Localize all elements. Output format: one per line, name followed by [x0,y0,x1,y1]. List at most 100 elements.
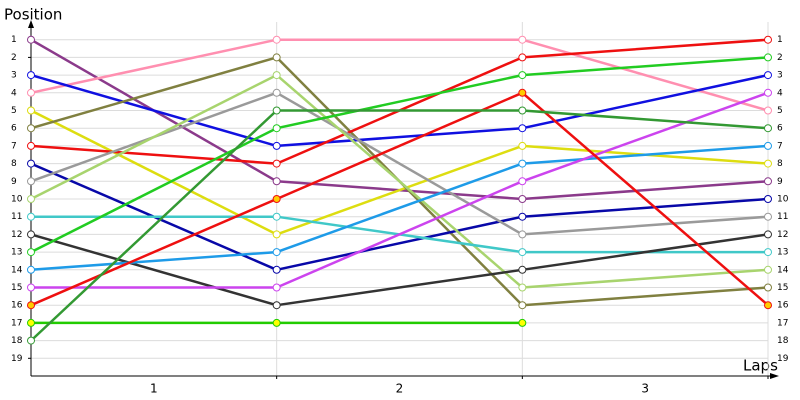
series-markers [27,35,772,345]
marker [272,53,281,62]
series-line [30,73,769,289]
marker [272,283,281,292]
marker [272,159,281,168]
marker [518,301,527,310]
marker [272,301,281,310]
y-tick-label-right: 14 [777,265,789,275]
series-line [30,233,769,307]
y-tick-label-right: 4 [777,88,783,98]
series-line [30,56,769,254]
marker [272,212,281,221]
y-tick-label-right: 17 [777,318,788,328]
y-tick-label: 15 [11,283,22,293]
y-tick-label-right: 16 [777,301,789,311]
y-tick-label: 5 [11,106,17,116]
marker [272,88,281,97]
series-line [30,91,769,307]
marker [27,124,35,133]
marker [27,212,35,221]
x-axis-label: Laps [743,357,778,375]
marker [27,265,35,274]
marker [764,71,772,80]
marker [518,141,527,150]
marker [764,141,772,150]
marker [518,283,527,292]
marker [518,88,527,97]
marker [27,195,35,203]
y-tick-label: 7 [11,141,17,151]
marker [764,106,772,115]
y-tick-label-right: 19 [777,354,789,364]
marker [272,106,281,115]
marker [764,265,772,274]
marker [518,159,527,168]
marker [518,71,527,80]
marker [272,141,281,150]
marker [27,71,35,80]
y-tick-label: 11 [11,212,22,222]
marker [272,177,281,186]
marker [518,248,527,257]
marker [764,301,772,310]
marker [27,283,35,292]
marker [272,35,281,44]
series-line [30,109,769,342]
marker [27,248,35,257]
y-axis-label: Position [4,6,62,24]
marker [27,230,35,239]
y-tick-label: 16 [11,301,23,311]
marker [764,212,772,221]
marker [764,159,772,168]
y-tick-label: 10 [11,195,23,205]
marker [518,35,527,44]
marker [27,318,35,327]
marker [518,265,527,274]
marker [27,159,35,168]
y-tick-label-right: 12 [777,230,788,240]
marker [764,195,772,203]
marker [518,177,527,186]
y-tick-label-right: 13 [777,248,788,258]
y-tick-label-right: 18 [777,336,789,346]
x-tick-label: 3 [641,382,649,396]
y-tick-label: 8 [11,159,17,169]
marker [764,35,772,44]
marker [27,141,35,150]
y-tick-label-right: 5 [777,106,783,116]
x-tick-label: 2 [396,382,404,396]
marker [518,212,527,221]
series-line [31,91,769,289]
y-tick-label: 4 [11,88,17,98]
marker [272,248,281,257]
y-tick-label: 13 [11,248,22,258]
marker [27,35,35,44]
y-tick-label-right: 10 [777,195,789,205]
marker [518,318,527,327]
y-tick-label-right: 8 [777,159,783,169]
marker [27,301,35,310]
y-tick-label: 12 [11,230,22,240]
y-tick-label: 3 [11,71,17,81]
marker [272,318,281,327]
marker [272,71,281,80]
marker [272,195,281,203]
marker [272,124,281,133]
y-tick-label-right: 11 [777,212,788,222]
series-line [30,144,769,272]
marker [518,195,527,203]
y-tick-label: 9 [11,177,17,187]
y-tick-label-right: 15 [777,283,788,293]
y-axis-arrow [28,20,34,28]
marker [764,88,772,97]
y-tick-label: 6 [11,124,17,134]
series-line [30,73,769,148]
marker [518,106,527,115]
marker [518,230,527,239]
y-tick-label-right: 7 [777,141,783,151]
marker [27,177,35,186]
marker [764,53,772,62]
y-tick-label-right: 9 [777,177,783,187]
y-tick-label: 18 [11,336,23,346]
marker [764,283,772,292]
